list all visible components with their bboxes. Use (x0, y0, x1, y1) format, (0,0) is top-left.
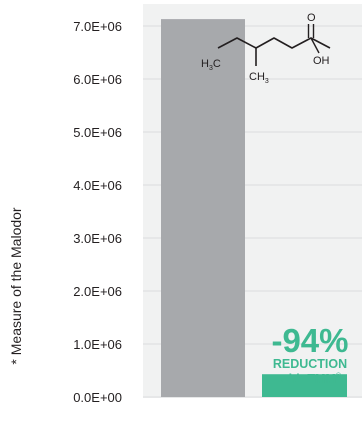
y-tick-label: 2.0E+06 (73, 284, 122, 299)
y-tick-label: 4.0E+06 (73, 178, 122, 193)
bars (161, 19, 347, 398)
molecule-h3c-label: H3C (201, 58, 221, 72)
y-tick-label: 3.0E+06 (73, 231, 122, 246)
reduction-agent-label: with TMM® (278, 372, 342, 386)
y-tick-label: 0.0E+00 (73, 390, 122, 405)
reduction-label: REDUCTION (273, 357, 347, 371)
bar (161, 19, 245, 398)
molecule-hydroxyl-bond (310, 37, 320, 54)
y-axis-tick-labels: 0.0E+00 1.0E+06 2.0E+06 3.0E+06 4.0E+06 5.0E+… (73, 19, 122, 405)
molecule-o-label: O (307, 12, 316, 24)
y-tick-label: 1.0E+06 (73, 337, 122, 352)
molecule-oh-label: OH (313, 55, 330, 67)
bar (262, 374, 347, 397)
molecule-ch3-label: CH3 (249, 71, 269, 85)
reduction-percent: -94% (271, 322, 348, 359)
y-tick-label: 5.0E+06 (73, 125, 122, 140)
y-tick-label: 6.0E+06 (73, 72, 122, 87)
y-tick-label: 7.0E+06 (73, 19, 122, 34)
y-axis-title: * Measure of the Malodor (8, 207, 24, 365)
molecule-structure: H3C CH3 O OH (201, 12, 331, 85)
reduction-annotation: -94% REDUCTION with TMM® (271, 322, 348, 386)
